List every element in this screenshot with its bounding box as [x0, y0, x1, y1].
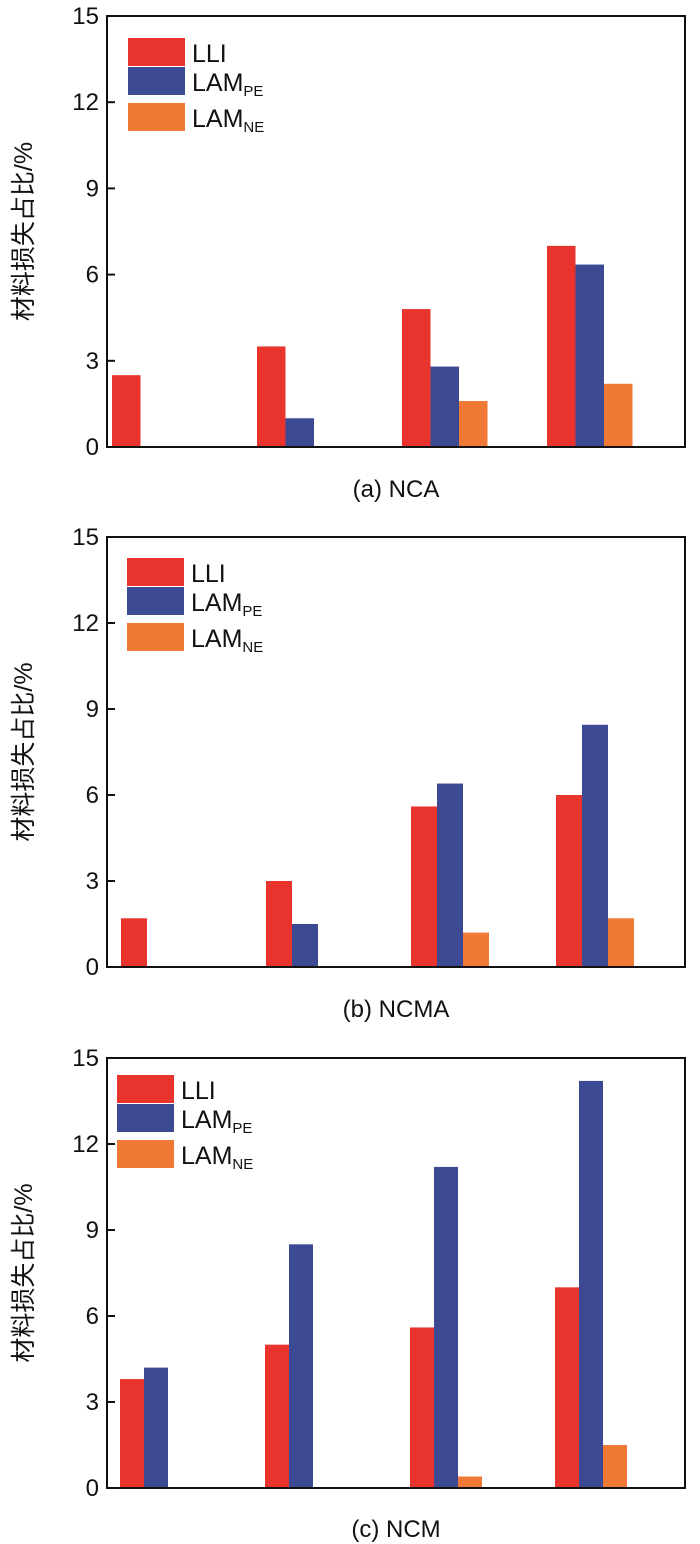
- bar-lam_pe-1: [289, 1244, 313, 1488]
- y-tick-label: 15: [72, 3, 99, 30]
- y-tick-label: 3: [86, 868, 99, 895]
- bar-lli-2: [410, 1327, 434, 1488]
- legend-subscript: PE: [242, 603, 262, 620]
- legend-name: LAM: [181, 1106, 232, 1134]
- chart-title: (a) NCA: [353, 476, 440, 503]
- bar-lli-2: [411, 806, 437, 967]
- bar-lam_pe-3: [575, 264, 604, 447]
- legend-name: LAM: [191, 625, 242, 653]
- legend-name: LLI: [192, 40, 227, 68]
- bar-lam_pe-0: [144, 1367, 168, 1488]
- bar-lli-0: [121, 918, 147, 967]
- y-tick-label: 3: [86, 1389, 99, 1416]
- bar-lli-2: [402, 309, 431, 447]
- plot-frame: [106, 15, 686, 448]
- bar-lli-3: [555, 1287, 579, 1488]
- y-axis-label: 材料损失占比/%: [10, 662, 38, 841]
- bar-lam_pe-1: [285, 418, 314, 447]
- y-tick-label: 6: [86, 782, 99, 809]
- legend-subscript: NE: [242, 639, 263, 656]
- legend-name: LLI: [181, 1077, 216, 1105]
- legend-swatch-lli: [127, 558, 184, 586]
- bar-lam_pe-3: [582, 724, 608, 967]
- y-tick-label: 3: [86, 348, 99, 375]
- chart-title: (b) NCMA: [343, 996, 450, 1023]
- legend-swatch-lam_ne: [127, 623, 184, 651]
- legend-subscript: NE: [243, 119, 264, 136]
- legend-label-lam_ne: LAMNE: [181, 1142, 253, 1173]
- y-tick-label: 9: [86, 696, 99, 723]
- y-tick-label: 0: [86, 954, 99, 981]
- bar-lam_ne-3: [604, 383, 633, 447]
- bar-lam_pe-2: [434, 1166, 458, 1488]
- legend-swatch-lam_pe: [117, 1104, 174, 1132]
- legend-name: LAM: [192, 69, 243, 97]
- legend-subscript: NE: [232, 1156, 253, 1173]
- legend-name: LLI: [191, 560, 226, 588]
- bar-lam_ne-2: [459, 401, 488, 447]
- legend-swatch-lam_pe: [128, 67, 185, 95]
- legend-name: LAM: [181, 1142, 232, 1170]
- legend-swatch-lam_ne: [117, 1140, 174, 1168]
- bar-lli-3: [556, 795, 582, 967]
- y-tick-label: 9: [86, 175, 99, 202]
- legend-label-lam_pe: LAMPE: [181, 1106, 252, 1137]
- legend-label-lam_pe: LAMPE: [192, 69, 263, 100]
- legend-name: LAM: [191, 589, 242, 617]
- y-tick-label: 0: [86, 434, 99, 461]
- bar-lam_ne-2: [463, 932, 489, 967]
- legend-subscript: PE: [232, 1120, 252, 1137]
- bar-lli-1: [257, 346, 286, 447]
- bar-lli-1: [266, 881, 292, 967]
- legend-swatch-lam_pe: [127, 587, 184, 615]
- y-tick-label: 15: [72, 524, 99, 551]
- bar-lli-0: [112, 375, 141, 447]
- legend-swatch-lam_ne: [128, 103, 185, 131]
- y-tick-label: 6: [86, 262, 99, 289]
- legend-label-lam_pe: LAMPE: [191, 589, 262, 620]
- y-tick-label: 15: [72, 1045, 99, 1072]
- y-axis-label: 材料损失占比/%: [10, 1183, 38, 1362]
- legend-subscript: PE: [243, 83, 263, 100]
- chart-title: (c) NCM: [351, 1516, 440, 1543]
- y-tick-label: 12: [72, 89, 99, 116]
- y-tick-label: 12: [72, 610, 99, 637]
- bar-lam_pe-2: [430, 366, 459, 447]
- legend-name: LAM: [192, 105, 243, 133]
- bar-lli-1: [265, 1344, 289, 1488]
- bar-lam_pe-1: [292, 924, 318, 967]
- bar-lam_ne-3: [603, 1445, 627, 1488]
- y-axis-label: 材料损失占比/%: [10, 142, 38, 321]
- bar-lam_ne-2: [458, 1476, 482, 1488]
- legend-label-lli: LLI: [192, 40, 227, 68]
- bar-lam_pe-2: [437, 783, 463, 967]
- bar-lam_pe-3: [579, 1080, 603, 1488]
- bar-lli-0: [120, 1379, 144, 1488]
- legend-label-lli: LLI: [191, 560, 226, 588]
- plot-frame: [106, 536, 686, 968]
- bar-lam_ne-3: [608, 918, 634, 967]
- bar-lli-3: [547, 245, 576, 447]
- plot-frame: [106, 1057, 686, 1489]
- y-tick-label: 9: [86, 1217, 99, 1244]
- legend-label-lli: LLI: [181, 1077, 216, 1105]
- y-tick-label: 6: [86, 1303, 99, 1330]
- legend-label-lam_ne: LAMNE: [192, 105, 264, 136]
- y-tick-label: 12: [72, 1131, 99, 1158]
- y-tick-label: 0: [86, 1475, 99, 1502]
- legend-swatch-lli: [128, 38, 185, 66]
- legend-label-lam_ne: LAMNE: [191, 625, 263, 656]
- legend-swatch-lli: [117, 1075, 174, 1103]
